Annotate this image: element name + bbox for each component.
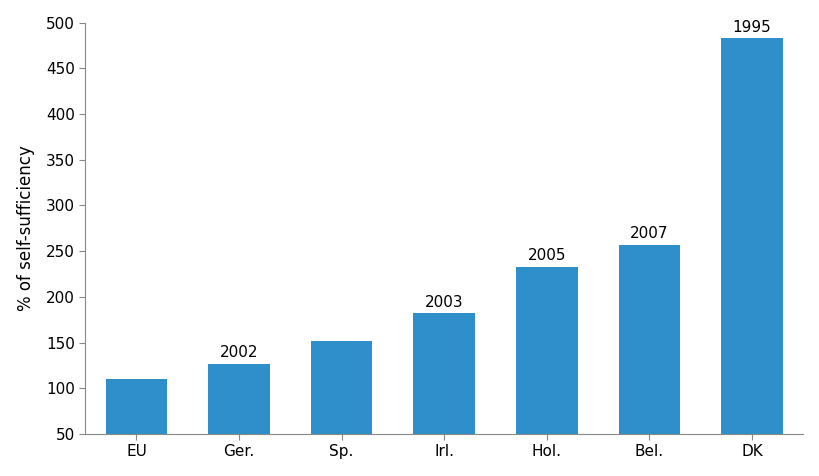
Bar (106, 379, 167, 476)
Bar (618, 245, 680, 476)
Bar (515, 267, 577, 476)
Bar (208, 364, 269, 476)
Y-axis label: % of self-sufficiency: % of self-sufficiency (16, 145, 34, 311)
Text: 1995: 1995 (731, 20, 771, 35)
Text: 2005: 2005 (527, 248, 565, 263)
Text: 2002: 2002 (219, 345, 258, 360)
Bar (310, 341, 372, 476)
Text: 2003: 2003 (424, 295, 463, 309)
Text: 2007: 2007 (630, 226, 667, 241)
Bar (413, 313, 474, 476)
Bar (721, 38, 782, 476)
